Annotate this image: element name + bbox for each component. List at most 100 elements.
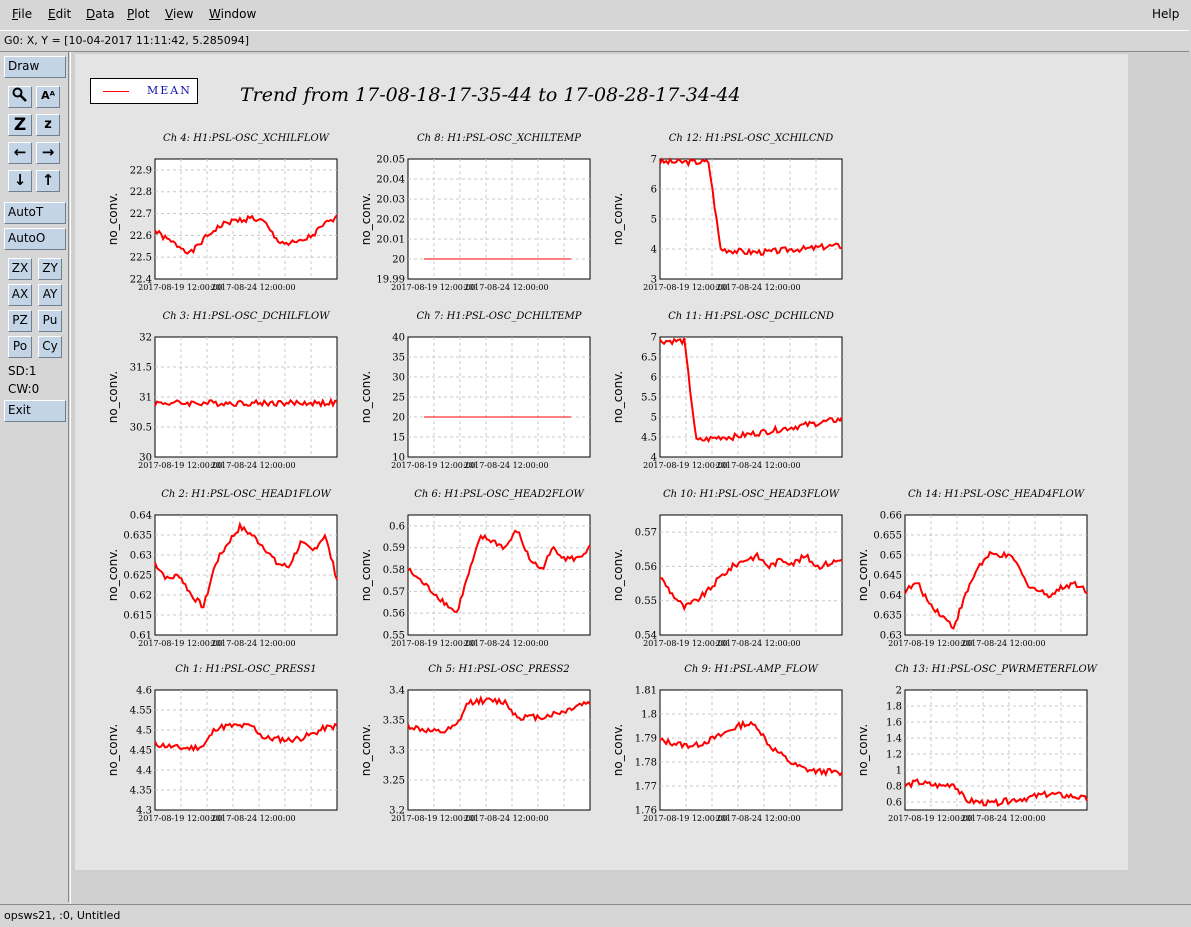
y-tick-label: 30	[392, 373, 405, 384]
chart-panel[interactable]: 0.6 0.8 1 1.2 1.4 1.6 1.8 2 no_conv. 2017-08-19 1…	[847, 686, 1097, 844]
tool-palette: Draw Aᴬ Z z ← → ↓ ↑ AutoT AutoO ZX ZY AX…	[0, 52, 69, 902]
zoom-in-small-button[interactable]: z	[36, 114, 60, 136]
x-tick-label: 2017-08-24 12:00:00	[211, 461, 296, 470]
status-bar: opsws21, :0, Untitled	[0, 904, 1191, 927]
y-tick-label: 7	[651, 333, 657, 344]
chart-panel[interactable]: 0.55 0.56 0.57 0.58 0.59 0.6 no_conv. 2017-08-1…	[350, 511, 600, 669]
y-tick-label: 0.63	[880, 631, 902, 642]
y-tick-label: 1.6	[886, 718, 902, 729]
chart-panel[interactable]: 10 15 20 25 30 35 40 no_conv. 2017-08-19 12:00:0…	[350, 333, 600, 491]
exit-button[interactable]: Exit	[4, 400, 66, 422]
pz-button[interactable]: PZ	[8, 310, 32, 332]
po-button[interactable]: Po	[8, 336, 32, 358]
y-tick-label: 0.57	[635, 528, 657, 539]
menu-window[interactable]: Window	[209, 7, 257, 21]
x-tick-label: 2017-08-24 12:00:00	[464, 639, 549, 648]
auto-offset-button[interactable]: AutoO	[4, 228, 66, 250]
pan-left-button[interactable]: ←	[8, 142, 32, 164]
chart-panel[interactable]: 0.61 0.615 0.62 0.625 0.63 0.635 0.64 no_conv. 2…	[97, 511, 347, 669]
x-tick-label: 2017-08-24 12:00:00	[716, 814, 801, 823]
y-axis-label: no_conv.	[106, 724, 120, 776]
y-tick-label: 0.63	[130, 551, 152, 562]
series-line	[659, 157, 843, 257]
trend-title: Trend from 17-08-18-17-35-44 to 17-08-28…	[240, 84, 741, 106]
menu-edit[interactable]: Edit	[48, 7, 72, 21]
y-tick-label: 30.5	[130, 423, 152, 434]
series-line	[154, 214, 338, 255]
pan-up-button[interactable]: ↑	[36, 170, 60, 192]
chart-panel[interactable]: 0.63 0.635 0.64 0.645 0.65 0.655 0.66 no_conv. 2…	[847, 511, 1097, 669]
y-tick-label: 0.635	[873, 611, 902, 622]
cy-button[interactable]: Cy	[38, 336, 62, 358]
y-tick-label: 3.4	[389, 686, 405, 697]
auto-y-button[interactable]: AY	[38, 284, 62, 306]
y-axis-label: no_conv.	[359, 371, 373, 423]
legend-swatch	[103, 91, 129, 92]
x-tick-label: 2017-08-24 12:00:00	[716, 283, 801, 292]
pan-right-button[interactable]: →	[36, 142, 60, 164]
chart-panel[interactable]: 0.54 0.55 0.56 0.57 no_conv. 2017-08-19 12:00…	[602, 511, 852, 669]
y-axis-label: no_conv.	[359, 549, 373, 601]
y-axis-label: no_conv.	[359, 193, 373, 245]
pu-button[interactable]: Pu	[38, 310, 62, 332]
y-tick-label: 4.5	[641, 433, 657, 444]
chart-panel[interactable]: 4 4.5 5 5.5 6 6.5 7 no_conv. 2017-08-19 12:00:00…	[602, 333, 852, 491]
x-tick-label: 2017-08-19 12:00:00	[138, 283, 223, 292]
x-tick-label: 2017-08-19 12:00:00	[391, 814, 476, 823]
chart-panel[interactable]: 30 30.5 31 31.5 32 no_conv. 2017-08-19 12:00:0…	[97, 333, 347, 491]
series-line	[659, 719, 843, 778]
chart-panel[interactable]: 19.99 20 20.01 20.02 20.03 20.04 20.05 no_conv.…	[350, 155, 600, 313]
x-tick-label: 2017-08-19 12:00:00	[138, 639, 223, 648]
chart-title: Ch 9: H1:PSL-AMP_FLOW	[684, 664, 818, 675]
pan-down-button[interactable]: ↓	[8, 170, 32, 192]
y-tick-label: 0.8	[886, 782, 902, 793]
chart-title: Ch 5: H1:PSL-OSC_PRESS2	[428, 664, 570, 675]
auto-x-button[interactable]: AX	[8, 284, 32, 306]
y-tick-label: 4.3	[136, 806, 152, 817]
series-line	[660, 551, 843, 612]
y-tick-label: 0.54	[635, 631, 657, 642]
x-tick-label: 2017-08-19 12:00:00	[138, 461, 223, 470]
menu-help[interactable]: Help	[1152, 7, 1180, 21]
zoom-x-button[interactable]: ZX	[8, 258, 32, 280]
y-tick-label: 0.62	[130, 591, 152, 602]
x-tick-label: 2017-08-19 12:00:00	[888, 639, 973, 648]
chart-title: Ch 12: H1:PSL-OSC_XCHILCND	[668, 133, 834, 144]
chart-panel[interactable]: 4.3 4.35 4.4 4.45 4.5 4.55 4.6 no_conv. 2017-08-…	[97, 686, 347, 844]
y-tick-label: 4	[651, 245, 657, 256]
menu-plot[interactable]: Plot	[127, 7, 150, 21]
chart-panel[interactable]: 22.4 22.5 22.6 22.7 22.8 22.9 no_conv. 2017-08-…	[97, 155, 347, 313]
chart-title: Ch 6: H1:PSL-OSC_HEAD2FLOW	[414, 489, 584, 500]
menu-file[interactable]: File	[12, 7, 33, 21]
y-tick-label: 4.4	[136, 766, 152, 777]
chart-title: Ch 4: H1:PSL-OSC_XCHILFLOW	[163, 133, 329, 144]
zoom-in-big-button[interactable]: Z	[8, 114, 32, 136]
series-line	[407, 695, 591, 734]
zoom-y-button[interactable]: ZY	[38, 258, 62, 280]
chart-panel[interactable]: 3 4 5 6 7 no_conv. 2017-08-19 12:00:002017-08-…	[602, 155, 852, 313]
x-tick-label: 2017-08-24 12:00:00	[464, 461, 549, 470]
y-tick-label: 22.8	[130, 187, 152, 198]
y-tick-label: 5.5	[641, 393, 657, 404]
y-tick-label: 1.4	[886, 734, 902, 745]
y-tick-label: 25	[392, 393, 405, 404]
auto-time-button[interactable]: AutoT	[4, 202, 66, 224]
y-tick-label: 0.65	[880, 551, 902, 562]
y-tick-label: 6	[651, 185, 657, 196]
y-tick-label: 6.5	[641, 353, 657, 364]
y-tick-label: 0.66	[880, 511, 902, 522]
zoom-tool-button[interactable]	[8, 86, 32, 108]
menu-view[interactable]: View	[165, 7, 194, 21]
plot-area	[904, 689, 1088, 811]
y-tick-label: 0.57	[383, 587, 405, 598]
x-tick-label: 2017-08-24 12:00:00	[211, 639, 296, 648]
text-tool-button[interactable]: Aᴬ	[36, 86, 60, 108]
chart-panel[interactable]: 1.76 1.77 1.78 1.79 1.8 1.81 no_conv. 2017-08-1…	[602, 686, 852, 844]
chart-panel[interactable]: 3.2 3.25 3.3 3.35 3.4 no_conv. 2017-08-19 12:0…	[350, 686, 600, 844]
y-axis-label: no_conv.	[611, 371, 625, 423]
y-tick-label: 1	[896, 766, 902, 777]
y-axis-label: no_conv.	[359, 724, 373, 776]
menu-data[interactable]: Data	[86, 7, 115, 21]
draw-button[interactable]: Draw	[4, 56, 66, 78]
series-line	[154, 397, 338, 409]
